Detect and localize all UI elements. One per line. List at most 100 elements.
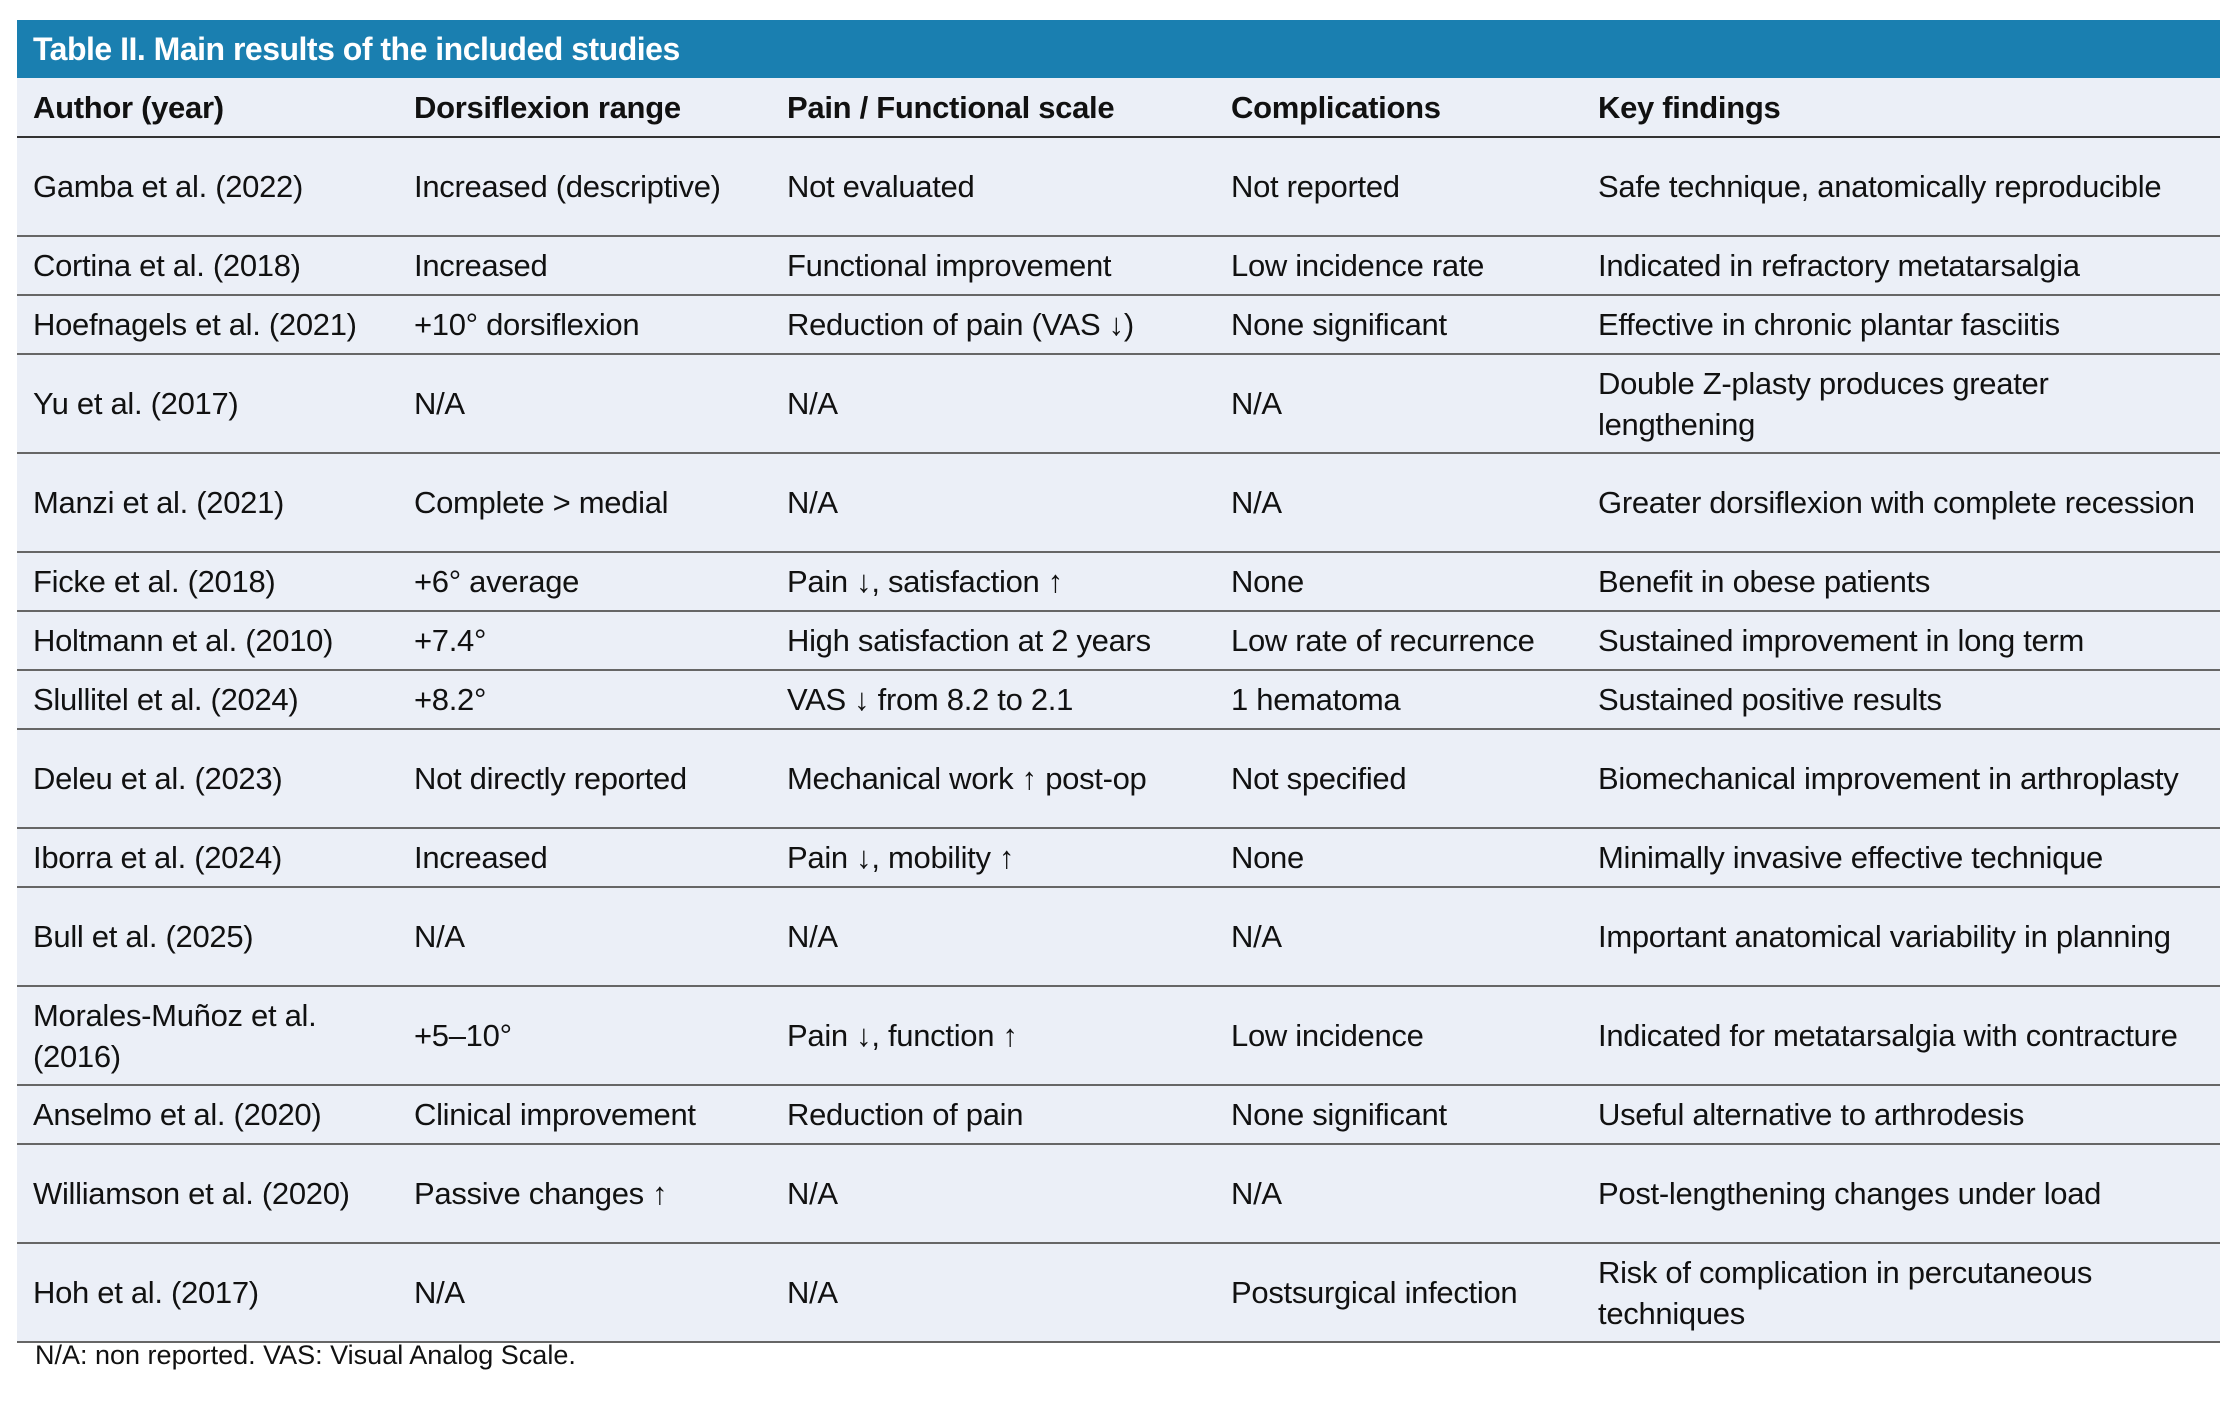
cell-pain-functional-scale: N/A xyxy=(771,1243,1215,1343)
cell-complications: None xyxy=(1215,552,1582,612)
cell-dorsiflexion-range: Increased xyxy=(398,236,771,296)
table-row: Iborra et al. (2024) Increased Pain ↓, mob… xyxy=(17,828,2220,888)
table-row: Hoh et al. (2017) N/A N/A Postsurgical infe… xyxy=(17,1243,2220,1343)
table-row: Gamba et al. (2022) Increased (descriptiv… xyxy=(17,137,2220,237)
table-row: Yu et al. (2017) N/A N/A N/A Double Z-plasty… xyxy=(17,354,2220,454)
cell-pain-functional-scale: Pain ↓, mobility ↑ xyxy=(771,828,1215,888)
cell-pain-functional-scale: N/A xyxy=(771,453,1215,553)
cell-author-year: Cortina et al. (2018) xyxy=(17,236,398,296)
cell-pain-functional-scale: Not evaluated xyxy=(771,137,1215,237)
cell-complications: Not reported xyxy=(1215,137,1582,237)
table-footnote: N/A: non reported. VAS: Visual Analog Sc… xyxy=(35,1340,576,1370)
cell-author-year: Bull et al. (2025) xyxy=(17,887,398,987)
cell-pain-functional-scale: N/A xyxy=(771,887,1215,987)
table-row: Hoefnagels et al. (2021) +10° dorsiflexio… xyxy=(17,295,2220,355)
cell-author-year: Iborra et al. (2024) xyxy=(17,828,398,888)
cell-key-findings: Sustained improvement in long term xyxy=(1582,611,2220,671)
cell-author-year: Anselmo et al. (2020) xyxy=(17,1085,398,1145)
cell-key-findings: Indicated for metatarsalgia with contrac… xyxy=(1582,986,2220,1086)
cell-dorsiflexion-range: Passive changes ↑ xyxy=(398,1144,771,1244)
cell-complications: Postsurgical infection xyxy=(1215,1243,1582,1343)
cell-pain-functional-scale: Reduction of pain xyxy=(771,1085,1215,1145)
cell-pain-functional-scale: N/A xyxy=(771,1144,1215,1244)
table-row: Holtmann et al. (2010) +7.4° High satisfac… xyxy=(17,611,2220,671)
cell-complications: None xyxy=(1215,828,1582,888)
cell-complications: Low incidence xyxy=(1215,986,1582,1086)
cell-pain-functional-scale: Pain ↓, satisfaction ↑ xyxy=(771,552,1215,612)
cell-dorsiflexion-range: +5–10° xyxy=(398,986,771,1086)
column-header-dorsiflexion-range: Dorsiflexion range xyxy=(398,78,771,138)
cell-key-findings: Useful alternative to arthrodesis xyxy=(1582,1085,2220,1145)
cell-key-findings: Benefit in obese patients xyxy=(1582,552,2220,612)
table-row: Morales-Muñoz et al. (2016) +5–10° Pain ↓,… xyxy=(17,986,2220,1086)
table-row: Bull et al. (2025) N/A N/A N/A Important ana… xyxy=(17,887,2220,987)
table-row: Anselmo et al. (2020) Clinical improvemen… xyxy=(17,1085,2220,1145)
cell-complications: N/A xyxy=(1215,887,1582,987)
cell-author-year: Manzi et al. (2021) xyxy=(17,453,398,553)
cell-dorsiflexion-range: N/A xyxy=(398,354,771,454)
cell-pain-functional-scale: Mechanical work ↑ post-op xyxy=(771,729,1215,829)
table-row: Cortina et al. (2018) Increased Functional… xyxy=(17,236,2220,296)
cell-dorsiflexion-range: Increased (descriptive) xyxy=(398,137,771,237)
cell-pain-functional-scale: Reduction of pain (VAS ↓) xyxy=(771,295,1215,355)
cell-author-year: Yu et al. (2017) xyxy=(17,354,398,454)
table-title: Table II. Main results of the included s… xyxy=(17,20,2220,78)
table-row: Williamson et al. (2020) Passive changes … xyxy=(17,1144,2220,1244)
cell-key-findings: Risk of complication in percutaneous tec… xyxy=(1582,1243,2220,1343)
cell-complications: Low incidence rate xyxy=(1215,236,1582,296)
header-row: Author (year) Dorsiflexion range Pain / Fu… xyxy=(17,78,2220,138)
cell-dorsiflexion-range: Complete > medial xyxy=(398,453,771,553)
cell-author-year: Ficke et al. (2018) xyxy=(17,552,398,612)
cell-author-year: Hoefnagels et al. (2021) xyxy=(17,295,398,355)
cell-author-year: Hoh et al. (2017) xyxy=(17,1243,398,1343)
cell-complications: Low rate of recurrence xyxy=(1215,611,1582,671)
cell-key-findings: Post-lengthening changes under load xyxy=(1582,1144,2220,1244)
table-row: Deleu et al. (2023) Not directly reported… xyxy=(17,729,2220,829)
cell-complications: 1 hematoma xyxy=(1215,670,1582,730)
cell-key-findings: Indicated in refractory metatarsalgia xyxy=(1582,236,2220,296)
results-table: Author (year) Dorsiflexion range Pain / Fu… xyxy=(17,78,2220,1343)
cell-author-year: Deleu et al. (2023) xyxy=(17,729,398,829)
cell-author-year: Slullitel et al. (2024) xyxy=(17,670,398,730)
cell-key-findings: Sustained positive results xyxy=(1582,670,2220,730)
cell-pain-functional-scale: Functional improvement xyxy=(771,236,1215,296)
cell-dorsiflexion-range: +7.4° xyxy=(398,611,771,671)
cell-dorsiflexion-range: N/A xyxy=(398,1243,771,1343)
cell-key-findings: Minimally invasive effective technique xyxy=(1582,828,2220,888)
cell-pain-functional-scale: VAS ↓ from 8.2 to 2.1 xyxy=(771,670,1215,730)
cell-complications: Not specified xyxy=(1215,729,1582,829)
cell-key-findings: Safe technique, anatomically reproducibl… xyxy=(1582,137,2220,237)
cell-key-findings: Effective in chronic plantar fasciitis xyxy=(1582,295,2220,355)
cell-author-year: Morales-Muñoz et al. (2016) xyxy=(17,986,398,1086)
column-header-author-year: Author (year) xyxy=(17,78,398,138)
cell-dorsiflexion-range: +8.2° xyxy=(398,670,771,730)
cell-complications: N/A xyxy=(1215,1144,1582,1244)
column-header-complications: Complications xyxy=(1215,78,1582,138)
cell-complications: N/A xyxy=(1215,453,1582,553)
results-table-container: Table II. Main results of the included s… xyxy=(17,20,2220,1343)
cell-pain-functional-scale: Pain ↓, function ↑ xyxy=(771,986,1215,1086)
column-header-key-findings: Key findings xyxy=(1582,78,2220,138)
cell-complications: None significant xyxy=(1215,295,1582,355)
cell-complications: None significant xyxy=(1215,1085,1582,1145)
table-row: Ficke et al. (2018) +6° average Pain ↓, sa… xyxy=(17,552,2220,612)
cell-dorsiflexion-range: Clinical improvement xyxy=(398,1085,771,1145)
cell-author-year: Holtmann et al. (2010) xyxy=(17,611,398,671)
cell-dorsiflexion-range: +10° dorsiflexion xyxy=(398,295,771,355)
cell-author-year: Williamson et al. (2020) xyxy=(17,1144,398,1244)
cell-key-findings: Double Z-plasty produces greater lengthe… xyxy=(1582,354,2220,454)
cell-dorsiflexion-range: N/A xyxy=(398,887,771,987)
cell-pain-functional-scale: N/A xyxy=(771,354,1215,454)
column-header-pain-functional-scale: Pain / Functional scale xyxy=(771,78,1215,138)
cell-key-findings: Important anatomical variability in plan… xyxy=(1582,887,2220,987)
table-row: Slullitel et al. (2024) +8.2° VAS ↓ from 8… xyxy=(17,670,2220,730)
cell-pain-functional-scale: High satisfaction at 2 years xyxy=(771,611,1215,671)
cell-dorsiflexion-range: Increased xyxy=(398,828,771,888)
cell-dorsiflexion-range: Not directly reported xyxy=(398,729,771,829)
table-row: Manzi et al. (2021) Complete > medial N/A N… xyxy=(17,453,2220,553)
cell-dorsiflexion-range: +6° average xyxy=(398,552,771,612)
cell-key-findings: Biomechanical improvement in arthroplast… xyxy=(1582,729,2220,829)
cell-author-year: Gamba et al. (2022) xyxy=(17,137,398,237)
cell-key-findings: Greater dorsiflexion with complete reces… xyxy=(1582,453,2220,553)
cell-complications: N/A xyxy=(1215,354,1582,454)
